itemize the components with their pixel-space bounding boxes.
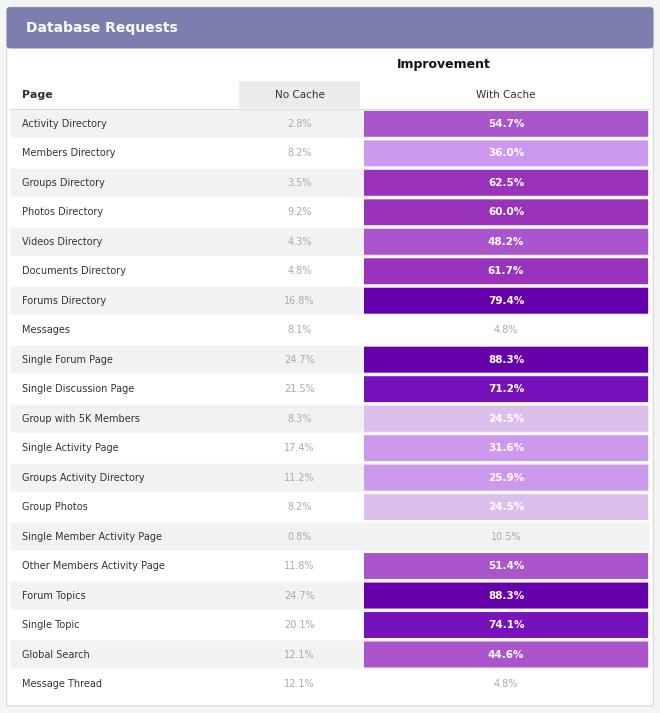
- Text: 8.2%: 8.2%: [287, 148, 312, 158]
- Text: Group Photos: Group Photos: [22, 502, 88, 512]
- Text: 4.8%: 4.8%: [494, 325, 518, 335]
- Text: 88.3%: 88.3%: [488, 590, 524, 600]
- Text: 60.0%: 60.0%: [488, 207, 524, 217]
- Text: 25.9%: 25.9%: [488, 473, 524, 483]
- Text: 12.1%: 12.1%: [284, 650, 315, 660]
- Text: Database Requests: Database Requests: [26, 21, 178, 35]
- Text: 48.2%: 48.2%: [488, 237, 524, 247]
- Text: 4.8%: 4.8%: [287, 266, 312, 276]
- Text: 44.6%: 44.6%: [488, 650, 524, 660]
- Text: 79.4%: 79.4%: [488, 296, 524, 306]
- Text: No Cache: No Cache: [275, 90, 325, 100]
- Text: 16.8%: 16.8%: [284, 296, 315, 306]
- Text: Members Directory: Members Directory: [22, 148, 115, 158]
- Text: 17.4%: 17.4%: [284, 443, 315, 453]
- Text: Messages: Messages: [22, 325, 70, 335]
- Text: 36.0%: 36.0%: [488, 148, 524, 158]
- Text: Single Member Activity Page: Single Member Activity Page: [22, 532, 162, 542]
- Text: Global Search: Global Search: [22, 650, 90, 660]
- Text: 61.7%: 61.7%: [488, 266, 524, 276]
- Text: Forums Directory: Forums Directory: [22, 296, 106, 306]
- Text: 8.3%: 8.3%: [287, 414, 312, 424]
- Text: Groups Directory: Groups Directory: [22, 178, 105, 188]
- Text: 8.2%: 8.2%: [287, 502, 312, 512]
- Text: Single Topic: Single Topic: [22, 620, 79, 630]
- Text: Single Forum Page: Single Forum Page: [22, 354, 113, 364]
- Text: 11.8%: 11.8%: [284, 561, 315, 571]
- Text: 24.5%: 24.5%: [488, 502, 524, 512]
- Text: 24.7%: 24.7%: [284, 354, 315, 364]
- Text: 4.8%: 4.8%: [494, 679, 518, 689]
- Text: Single Discussion Page: Single Discussion Page: [22, 384, 134, 394]
- Text: 8.1%: 8.1%: [287, 325, 312, 335]
- Text: 31.6%: 31.6%: [488, 443, 524, 453]
- Text: 11.2%: 11.2%: [284, 473, 315, 483]
- Text: Message Thread: Message Thread: [22, 679, 102, 689]
- Text: Photos Directory: Photos Directory: [22, 207, 103, 217]
- Text: 20.1%: 20.1%: [284, 620, 315, 630]
- Text: 21.5%: 21.5%: [284, 384, 315, 394]
- Text: 2.8%: 2.8%: [287, 119, 312, 129]
- Text: 3.5%: 3.5%: [287, 178, 312, 188]
- Text: Improvement: Improvement: [397, 58, 490, 71]
- Text: 88.3%: 88.3%: [488, 354, 524, 364]
- Text: Forum Topics: Forum Topics: [22, 590, 85, 600]
- Text: Other Members Activity Page: Other Members Activity Page: [22, 561, 164, 571]
- Text: Page: Page: [22, 90, 53, 100]
- Text: 24.5%: 24.5%: [488, 414, 524, 424]
- Text: Documents Directory: Documents Directory: [22, 266, 126, 276]
- Text: 74.1%: 74.1%: [488, 620, 524, 630]
- Text: 12.1%: 12.1%: [284, 679, 315, 689]
- Text: 24.7%: 24.7%: [284, 590, 315, 600]
- Text: 71.2%: 71.2%: [488, 384, 524, 394]
- Text: 54.7%: 54.7%: [488, 119, 524, 129]
- Text: 51.4%: 51.4%: [488, 561, 524, 571]
- Text: With Cache: With Cache: [477, 90, 536, 100]
- Text: 62.5%: 62.5%: [488, 178, 524, 188]
- Text: Activity Directory: Activity Directory: [22, 119, 106, 129]
- Text: 9.2%: 9.2%: [287, 207, 312, 217]
- Text: 0.8%: 0.8%: [287, 532, 312, 542]
- Text: Group with 5K Members: Group with 5K Members: [22, 414, 140, 424]
- Text: 4.3%: 4.3%: [287, 237, 312, 247]
- Text: Groups Activity Directory: Groups Activity Directory: [22, 473, 145, 483]
- Text: Videos Directory: Videos Directory: [22, 237, 102, 247]
- Text: Single Activity Page: Single Activity Page: [22, 443, 118, 453]
- Text: 10.5%: 10.5%: [491, 532, 521, 542]
